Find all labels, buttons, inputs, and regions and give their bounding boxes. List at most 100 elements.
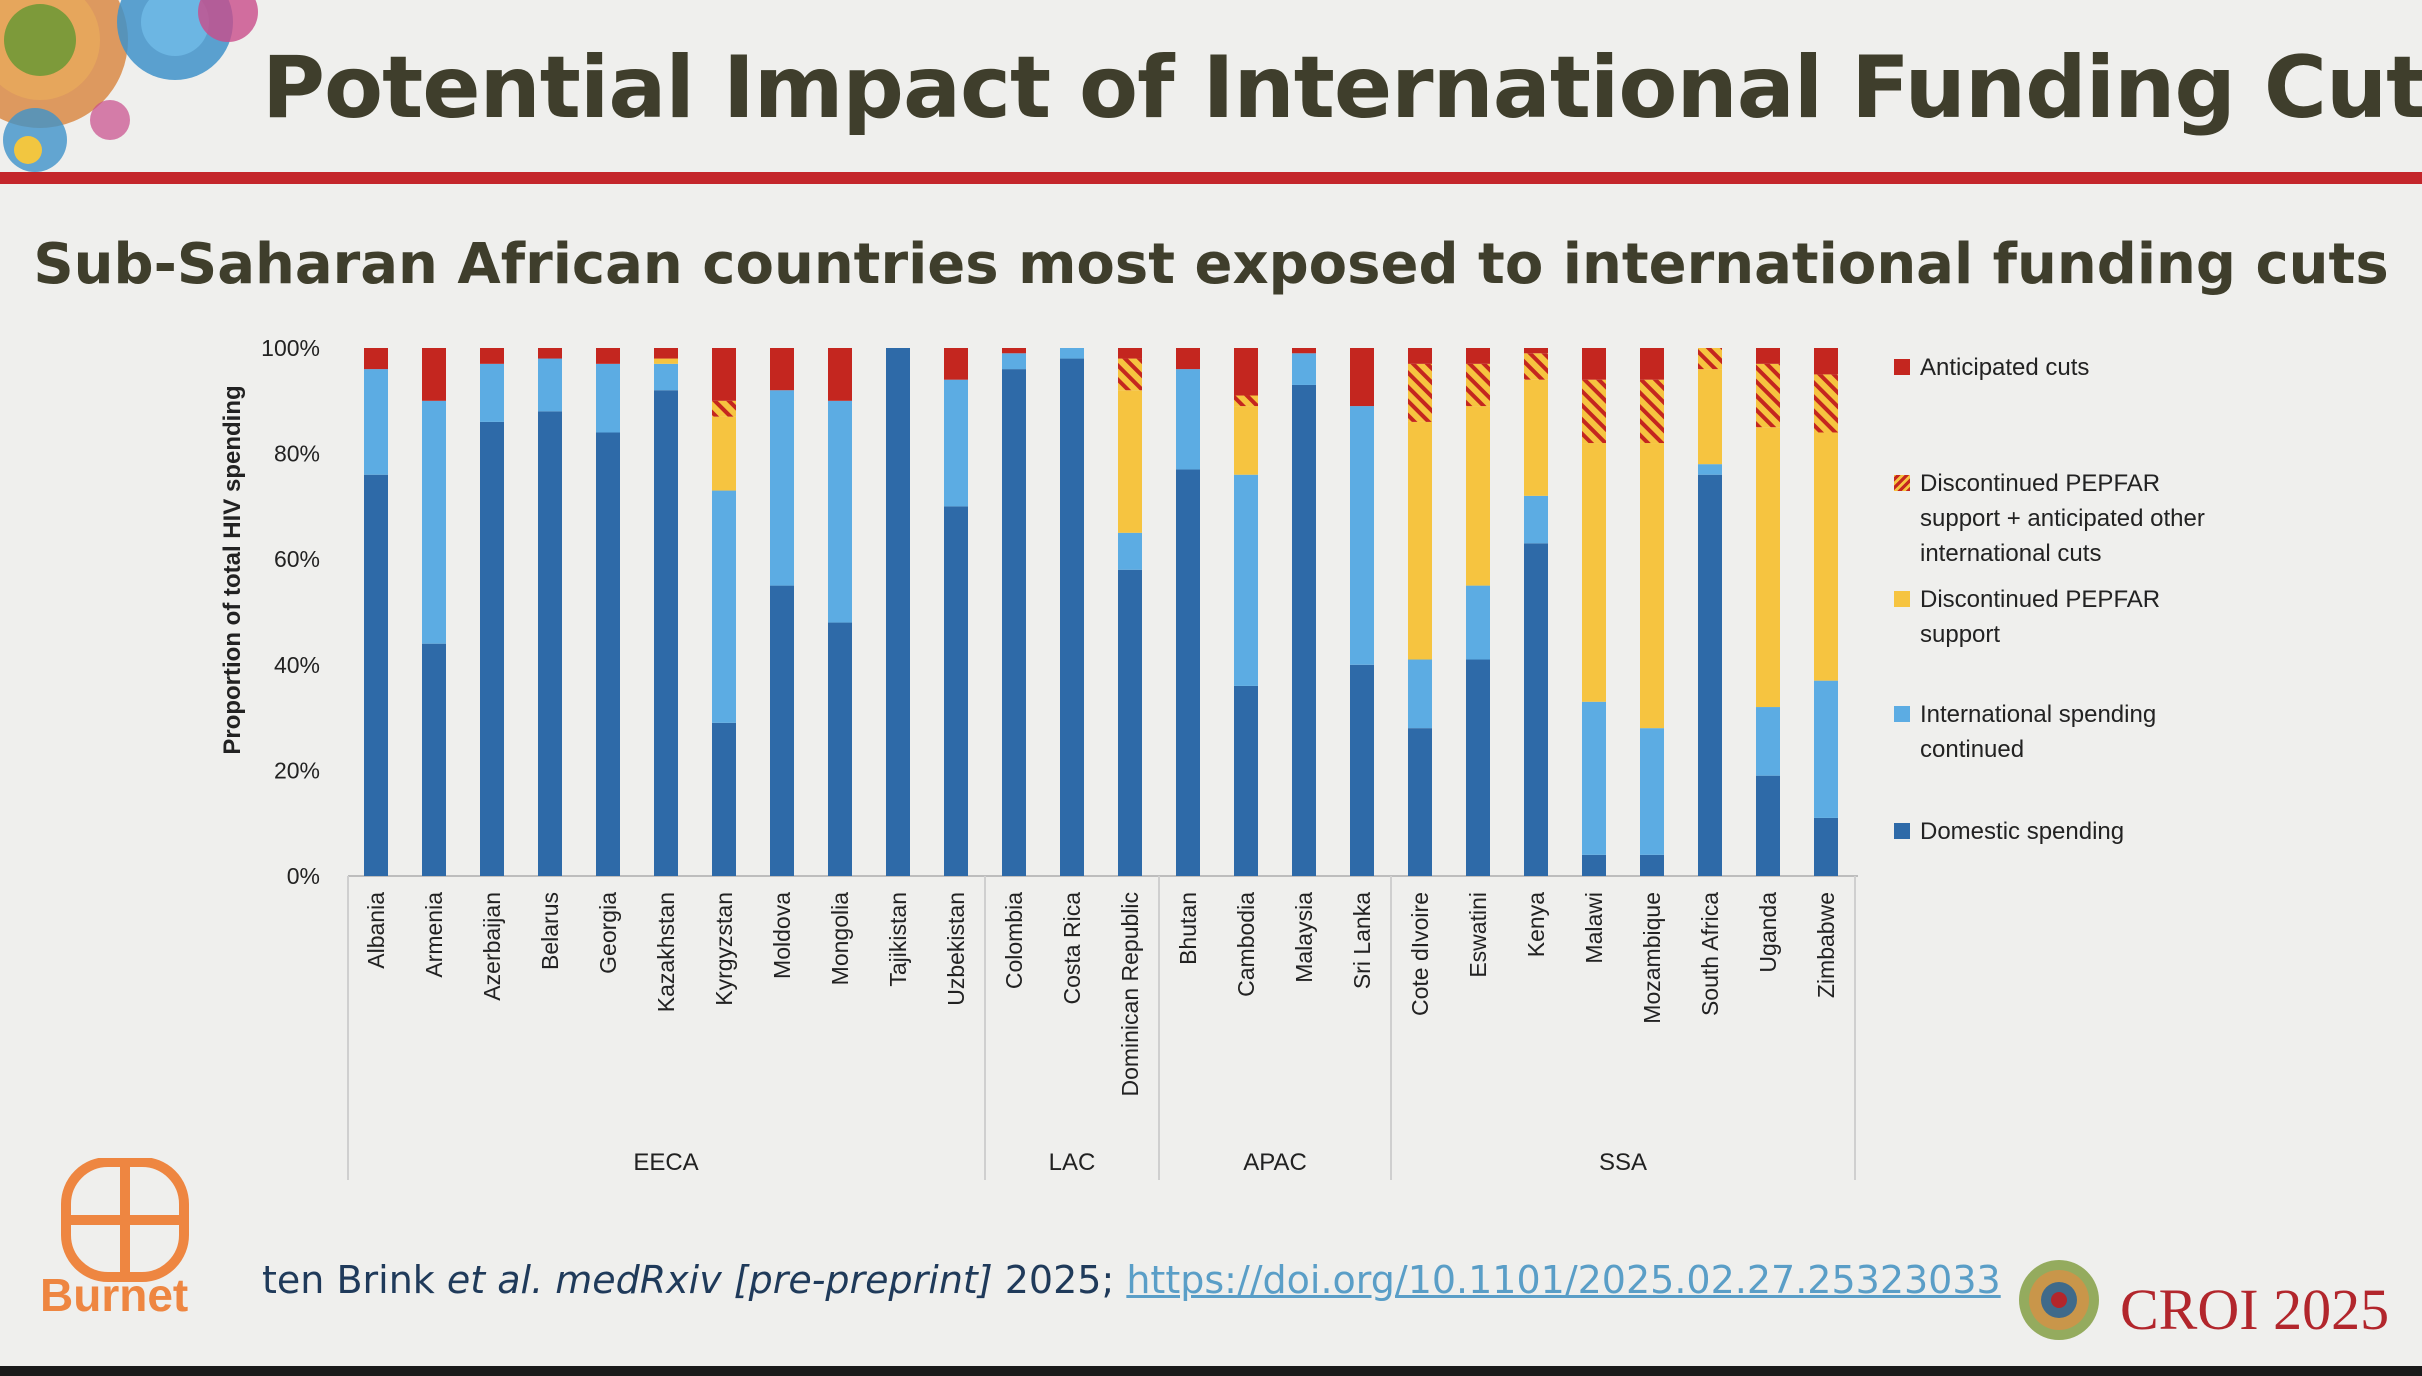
bar-segment (1176, 369, 1200, 470)
x-tick-label: South Africa (1697, 892, 1723, 1016)
bar-segment (1582, 379, 1606, 444)
citation-year: 2025; (992, 1258, 1127, 1302)
legend-label: Discontinued PEPFAR support (1920, 586, 2161, 648)
x-tick-label: Mozambique (1639, 892, 1665, 1024)
bar-segment (1060, 358, 1084, 876)
bar-segment (712, 722, 736, 876)
bar-segment (1582, 701, 1606, 855)
bar-segment (828, 400, 852, 623)
citation: ten Brink et al. medRxiv [pre-preprint] … (262, 1258, 2001, 1302)
group-label: LAC (1049, 1149, 1096, 1176)
bar-segment (1118, 390, 1142, 533)
bar-segment (712, 400, 736, 417)
bar-segment (1640, 348, 1664, 380)
x-tick-label: Uganda (1755, 892, 1781, 973)
legend-swatch (1894, 706, 1910, 722)
y-tick-label: 60% (274, 546, 320, 572)
bar-segment (1524, 379, 1548, 496)
bar-segment (1814, 374, 1838, 433)
bar-segment (1756, 427, 1780, 708)
bar-segment (364, 369, 388, 475)
x-tick-label: Cambodia (1233, 892, 1259, 997)
bar-segment (1408, 728, 1432, 876)
x-tick-label: Kyrgyzstan (711, 892, 737, 1006)
legend-item: Discontinued PEPFAR support + anticipate… (1894, 466, 2234, 571)
x-tick-label: Mongolia (827, 892, 853, 986)
x-tick-label: Kazakhstan (653, 892, 679, 1012)
citation-doi-link[interactable]: https://doi.org/10.1101/2025.02.27.25323… (1126, 1258, 2001, 1302)
x-tick-label: Belarus (537, 892, 563, 970)
citation-etal: et al. (446, 1258, 556, 1302)
bar-segment (480, 348, 504, 364)
conference-logo-text: CROI 2025 (2120, 1277, 2390, 1342)
bar-segment (1524, 495, 1548, 544)
y-tick-label: 40% (274, 652, 320, 678)
croi-virus-icon (2019, 1260, 2099, 1340)
bar-segment (1524, 348, 1548, 354)
bar-segment (944, 379, 968, 507)
legend-item: International spending continued (1894, 697, 2234, 767)
x-tick-label: Zimbabwe (1813, 892, 1839, 998)
bar-segment (1756, 363, 1780, 428)
x-tick-label: Albania (363, 892, 389, 969)
bar-segment (886, 348, 910, 876)
bar-segment (422, 348, 446, 401)
legend-label: Anticipated cuts (1920, 354, 2090, 381)
bar-segment (1466, 659, 1490, 876)
bar-segment (1466, 348, 1490, 364)
y-tick-label: 0% (287, 863, 320, 889)
x-tick-label: Kenya (1523, 892, 1549, 957)
legend-swatch (1894, 475, 1910, 491)
bar-segment (1176, 469, 1200, 876)
slide-title: Potential Impact of International Fundin… (262, 38, 2422, 138)
legend-swatch (1894, 591, 1910, 607)
bar-segment (1408, 363, 1432, 422)
x-tick-label: Cote dIvoire (1407, 892, 1433, 1016)
citation-journal: medRxiv [pre-preprint] (555, 1258, 993, 1302)
bar-segment (1118, 532, 1142, 570)
bar-segment (1118, 358, 1142, 391)
bar-segment (1118, 569, 1142, 876)
bar-segment (1350, 664, 1374, 876)
bar-segment (1350, 348, 1374, 407)
bar-segment (538, 411, 562, 876)
legend-swatch (1894, 823, 1910, 839)
bar-segment (1466, 585, 1490, 660)
bar-segment (828, 348, 852, 401)
x-tick-label: Costa Rica (1059, 892, 1085, 1005)
bar-segment (1756, 707, 1780, 776)
y-tick-label: 100% (261, 335, 320, 361)
y-tick-label: 80% (274, 441, 320, 467)
x-tick-label: Colombia (1001, 892, 1027, 989)
bar-segment (1466, 363, 1490, 407)
bar-segment (1002, 348, 1026, 354)
bar-segment (712, 490, 736, 723)
bar-segment (1640, 728, 1664, 855)
bar-segment (944, 506, 968, 876)
bar-segment (944, 348, 968, 380)
bar-segment (712, 416, 736, 491)
chart-subtitle: Sub-Saharan African countries most expos… (33, 232, 2389, 297)
bar-segment (1350, 406, 1374, 665)
bar-segment (1524, 353, 1548, 380)
legend-item: Discontinued PEPFAR support (1894, 582, 2234, 652)
bar-segment (654, 363, 678, 391)
group-label: APAC (1243, 1149, 1307, 1176)
bar-segment (1814, 680, 1838, 818)
legend-label: Discontinued PEPFAR support + anticipate… (1920, 470, 2205, 567)
legend-swatch (1894, 359, 1910, 375)
bar-segment (1234, 348, 1258, 396)
bottom-bar (0, 1366, 2422, 1376)
bar-segment (770, 390, 794, 586)
legend-label: International spending continued (1920, 701, 2157, 763)
x-tick-label: Malaysia (1291, 892, 1317, 983)
bar-segment (596, 363, 620, 433)
bar-segment (654, 348, 678, 359)
legend-item: Domestic spending (1894, 814, 2234, 849)
x-tick-label: Armenia (421, 892, 447, 978)
bar-segment (1640, 443, 1664, 729)
bar-segment (1408, 421, 1432, 660)
x-tick-label: Tajikistan (885, 892, 911, 987)
bar-segment (1582, 443, 1606, 702)
bar-segment (480, 421, 504, 876)
